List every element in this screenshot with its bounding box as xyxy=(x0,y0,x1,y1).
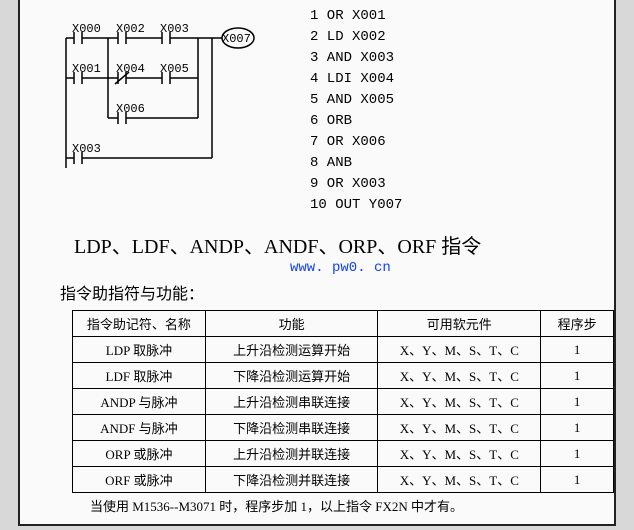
table-cell: LDP 取脉冲 xyxy=(73,337,206,363)
table-row: ANDF 与脉冲下降沿检测串联连接X、Y、M、S、T、C1 xyxy=(73,415,614,441)
table-cell: X、Y、M、S、T、C xyxy=(378,389,541,415)
contact-label: X003 xyxy=(160,22,189,36)
subtitle: 指令助指符与功能： xyxy=(60,280,204,304)
table-body: LDP 取脉冲上升沿检测运算开始X、Y、M、S、T、C1LDF 取脉冲下降沿检测… xyxy=(73,337,614,493)
table-row: ORP 或脉冲上升沿检测并联连接X、Y、M、S、T、C1 xyxy=(73,441,614,467)
contact-label: X001 xyxy=(72,62,101,76)
table-row: LDF 取脉冲下降沿检测运算开始X、Y、M、S、T、C1 xyxy=(73,363,614,389)
instruction-row: 9 OR X003 xyxy=(310,174,402,195)
table-header-row: 指令助记符、名称功能可用软元件程序步 xyxy=(73,311,614,337)
instruction-row: 10 OUT Y007 xyxy=(310,195,402,216)
instruction-row: 3 AND X003 xyxy=(310,48,402,69)
table-cell: X、Y、M、S、T、C xyxy=(378,441,541,467)
table-cell: ORP 或脉冲 xyxy=(73,441,206,467)
section-title: LDP、LDF、ANDP、ANDF、ORP、ORF 指令 xyxy=(74,230,481,259)
contact-label: X003 xyxy=(72,142,101,156)
table-cell: ANDF 与脉冲 xyxy=(73,415,206,441)
table-cell: 下降沿检测串联连接 xyxy=(205,415,378,441)
table-cell: 上升沿检测运算开始 xyxy=(205,337,378,363)
table-cell: 下降沿检测并联连接 xyxy=(205,467,378,493)
contact-label: X002 xyxy=(116,22,145,36)
table-header-cell: 功能 xyxy=(205,311,378,337)
table-cell: 1 xyxy=(541,337,614,363)
table-cell: LDF 取脉冲 xyxy=(73,363,206,389)
instruction-row: 5 AND X005 xyxy=(310,90,402,111)
instruction-list: 1 OR X0012 LD X0023 AND X0034 LDI X0045 … xyxy=(310,6,402,216)
table-row: ANDP 与脉冲上升沿检测串联连接X、Y、M、S、T、C1 xyxy=(73,389,614,415)
table-row: ORF 或脉冲下降沿检测并联连接X、Y、M、S、T、C1 xyxy=(73,467,614,493)
table-header-cell: 程序步 xyxy=(541,311,614,337)
instruction-row: 1 OR X001 xyxy=(310,6,402,27)
document-page: X000 X002 X003 X001 X004 X005 X006 X003 X007 1 O… xyxy=(18,0,616,526)
table-cell: X、Y、M、S、T、C xyxy=(378,337,541,363)
contact-label: X005 xyxy=(160,62,189,76)
table-cell: X、Y、M、S、T、C xyxy=(378,415,541,441)
table-row: LDP 取脉冲上升沿检测运算开始X、Y、M、S、T、C1 xyxy=(73,337,614,363)
source-url: www. pw0. cn xyxy=(290,260,391,276)
table-cell: 上升沿检测并联连接 xyxy=(205,441,378,467)
coil-label: X007 xyxy=(222,32,251,46)
table-cell: ORF 或脉冲 xyxy=(73,467,206,493)
table-header-cell: 指令助记符、名称 xyxy=(73,311,206,337)
table-cell: 上升沿检测串联连接 xyxy=(205,389,378,415)
instruction-row: 2 LD X002 xyxy=(310,27,402,48)
table-cell: X、Y、M、S、T、C xyxy=(378,467,541,493)
ladder-diagram: X000 X002 X003 X001 X004 X005 X006 X003 X007 xyxy=(64,18,264,198)
table-cell: 1 xyxy=(541,441,614,467)
table-cell: ANDP 与脉冲 xyxy=(73,389,206,415)
instruction-row: 7 OR X006 xyxy=(310,132,402,153)
table-header-cell: 可用软元件 xyxy=(378,311,541,337)
table-cell: 1 xyxy=(541,363,614,389)
table-cell: 下降沿检测运算开始 xyxy=(205,363,378,389)
contact-label: X000 xyxy=(72,22,101,36)
contact-label: X004 xyxy=(116,62,145,76)
instruction-row: 8 ANB xyxy=(310,153,402,174)
instruction-table: 指令助记符、名称功能可用软元件程序步 LDP 取脉冲上升沿检测运算开始X、Y、M… xyxy=(72,310,614,493)
table-cell: X、Y、M、S、T、C xyxy=(378,363,541,389)
footnote: 当使用 M1536--M3071 时，程序步加 1，以上指令 FX2N 中才有。 xyxy=(90,496,463,515)
top-area: X000 X002 X003 X001 X004 X005 X006 X003 X007 1 O… xyxy=(20,0,614,220)
table-cell: 1 xyxy=(541,467,614,493)
contact-label: X006 xyxy=(116,102,145,116)
table-cell: 1 xyxy=(541,415,614,441)
instruction-row: 4 LDI X004 xyxy=(310,69,402,90)
table-cell: 1 xyxy=(541,389,614,415)
instruction-row: 6 ORB xyxy=(310,111,402,132)
